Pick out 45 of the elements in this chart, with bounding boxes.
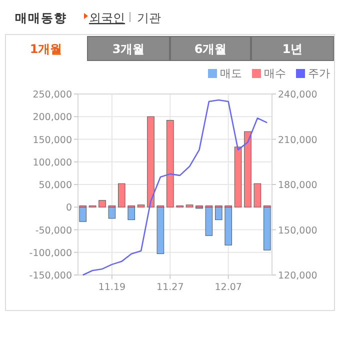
- x-tick-label: 11.19: [98, 282, 126, 293]
- bar: [137, 204, 145, 208]
- y-tick-label: 150,000: [32, 134, 72, 146]
- bar: [128, 206, 135, 220]
- y-tick-label: -150,000: [29, 270, 72, 282]
- y2-tick-label: 150,000: [278, 225, 318, 236]
- y2-tick-label: 210,000: [278, 134, 318, 146]
- bar: [79, 206, 86, 222]
- bar: [244, 131, 252, 208]
- legend-label: 주가: [308, 67, 330, 80]
- bar: [264, 206, 271, 250]
- x-tick-label: 11.27: [156, 282, 184, 293]
- bar: [166, 120, 174, 208]
- bar: [234, 146, 242, 208]
- text: 외국인: [89, 11, 125, 25]
- y-tick-label: 200,000: [32, 112, 72, 124]
- y-tick-label: 0: [66, 202, 72, 214]
- y2-tick-label: 240,000: [278, 90, 318, 100]
- line-series: [82, 99, 268, 276]
- y2-tick-label: 180,000: [278, 180, 318, 191]
- bar: [254, 183, 262, 208]
- text: 1개월: [30, 42, 62, 56]
- y-tick-label: -100,000: [29, 248, 72, 259]
- bar: [118, 183, 126, 208]
- bar: [147, 116, 154, 208]
- bar: [205, 206, 213, 236]
- y-tick-label: 100,000: [32, 157, 72, 168]
- text: 기관: [137, 11, 161, 25]
- text: 1년: [282, 42, 303, 56]
- text: 3개월: [112, 42, 145, 56]
- bar: [224, 206, 232, 246]
- legend-label: 매도: [220, 67, 242, 80]
- y-tick-label: -50,000: [35, 225, 72, 236]
- bar: [98, 200, 106, 208]
- x-tick-label: 12.07: [214, 282, 242, 293]
- bar: [215, 206, 222, 220]
- bar: [156, 206, 164, 254]
- chart-title: 매매동향: [15, 11, 67, 25]
- legend-label: 매수: [264, 67, 286, 80]
- bar: [108, 206, 116, 219]
- text: 6개월: [194, 42, 227, 56]
- y2-tick-label: 120,000: [278, 270, 318, 282]
- bar: [186, 204, 194, 208]
- y-tick-label: 50,000: [38, 180, 72, 191]
- y-tick-label: 250,000: [32, 90, 72, 100]
